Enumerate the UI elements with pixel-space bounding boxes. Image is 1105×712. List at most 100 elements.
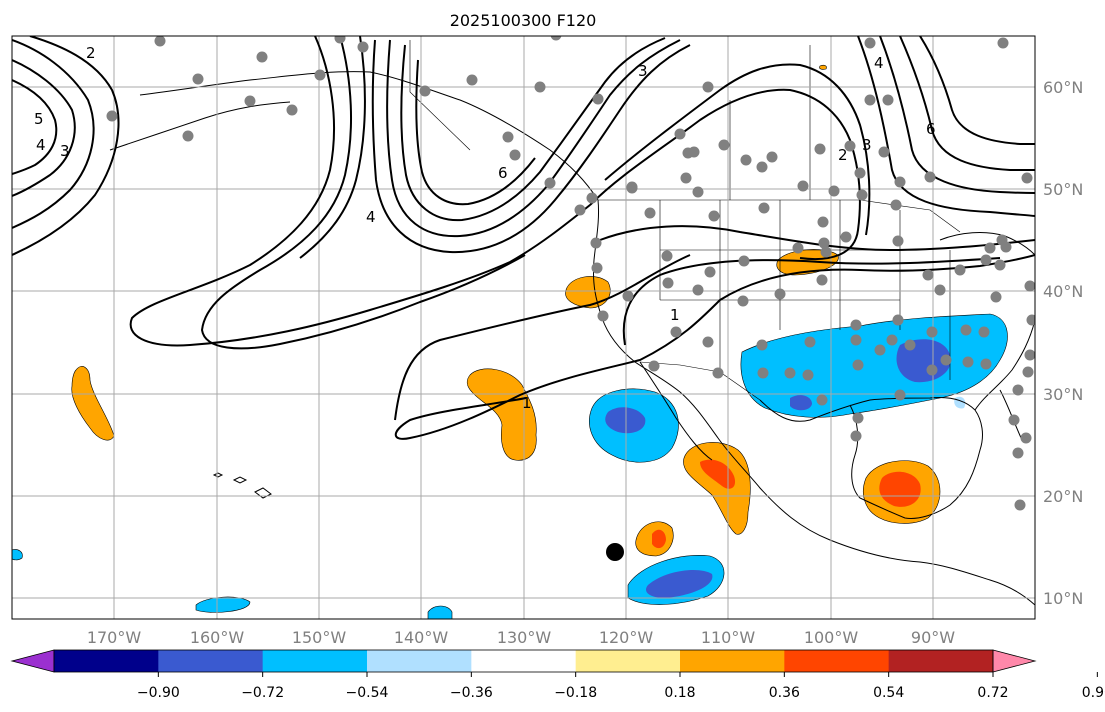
coastline-hawaii-2 [232, 476, 248, 484]
colorbar-tick-label: −0.90 [137, 685, 180, 701]
positive-anomaly-tiny-north [819, 64, 827, 70]
station-marker [878, 146, 890, 158]
political-borders [409, 40, 961, 401]
colorbar-segment [575, 650, 681, 672]
station-marker [874, 344, 886, 356]
station-marker [774, 288, 786, 300]
station-marker [550, 36, 562, 41]
station-marker [784, 367, 796, 379]
shaded-anomalies [12, 64, 1008, 619]
contour-east-trough-3 [899, 36, 1035, 171]
station-marker [1021, 172, 1033, 184]
contour-label-6: 6 [498, 164, 508, 182]
station-marker [1024, 349, 1035, 361]
station-marker [688, 146, 700, 158]
station-marker [704, 266, 716, 278]
station-marker [814, 143, 826, 155]
station-marker [758, 202, 770, 214]
station-marker [816, 274, 828, 286]
contour-alaska-low-2 [386, 39, 681, 238]
station-marker [626, 181, 638, 193]
station-marker [702, 81, 714, 93]
coastline-us-east [974, 319, 1035, 411]
station-marker [574, 204, 586, 216]
contour-label-7: 3 [638, 62, 648, 80]
station-marker [980, 254, 992, 266]
contour-northern-ridge-2 [604, 63, 871, 236]
station-marker [894, 389, 906, 401]
coastline-alaska-peninsula [109, 101, 291, 151]
station-marker [256, 51, 268, 63]
station-marker [597, 310, 609, 322]
coastline-gulf-of-mexico [759, 397, 983, 519]
station-marker [886, 334, 898, 346]
lon-label-90w: 90°W [911, 628, 955, 647]
station-marker [962, 356, 974, 368]
lon-label-130w: 130°W [497, 628, 552, 647]
station-marker [926, 364, 938, 376]
border-alaska-canada [409, 40, 471, 151]
positive-anomaly-gulf-of-california-core [700, 459, 736, 489]
station-marker [802, 369, 814, 381]
colorbar-tick-label: 0.54 [873, 685, 904, 701]
contour-label-12: 1 [522, 394, 532, 412]
station-marker [286, 104, 298, 116]
colorbar: −0.90 −0.72 −0.54 −0.36 −0.18 0.18 0.36 0.54 0.7… [10, 649, 1105, 701]
lat-label-20n: 20°N [1043, 487, 1083, 506]
station-marker [466, 74, 478, 86]
coastline-north-america-west [593, 199, 1035, 606]
station-marker [856, 189, 868, 201]
coastlines [109, 71, 1035, 606]
colorbar-segment [784, 650, 890, 672]
colorbar-segment [471, 650, 577, 672]
station-marker [1024, 280, 1035, 292]
station-marker [1000, 241, 1012, 253]
station-marker [990, 291, 1002, 303]
station-marker [702, 336, 714, 348]
contour-pacific-trough-3 [299, 36, 366, 259]
station-marker [890, 199, 902, 211]
station-marker [940, 354, 952, 366]
station-marker [934, 284, 946, 296]
station-marker [708, 210, 720, 222]
colorbar-segment [680, 650, 785, 672]
colorbar-tick-label: −0.18 [554, 685, 597, 701]
station-marker [644, 207, 656, 219]
station-marker [670, 326, 682, 338]
station-marker [314, 69, 326, 81]
station-marker [926, 326, 938, 338]
station-marker [894, 176, 906, 188]
coastline-alaska [139, 71, 599, 201]
station-marker [864, 37, 876, 49]
colorbar-segment [262, 650, 368, 672]
negative-anomaly-south-edge [427, 605, 453, 619]
station-marker [648, 360, 660, 372]
coastline-baja [639, 361, 713, 461]
contour-label-10: 3 [862, 136, 872, 154]
station-marker [797, 180, 809, 192]
colorbar-tick-label: 0.72 [977, 685, 1008, 701]
lat-label-40n: 40°N [1043, 282, 1083, 301]
contour-label-3: 4 [36, 136, 46, 154]
station-marker [882, 94, 894, 106]
station-marker [828, 185, 840, 197]
station-marker [994, 259, 1006, 271]
contour-west-4 [12, 36, 120, 256]
colorbar-segment [54, 650, 159, 672]
colorbar-extend-max [992, 649, 1037, 673]
border-us-mexico [639, 361, 761, 401]
station-marker [692, 284, 704, 296]
station-marker [904, 339, 916, 351]
station-marker [817, 216, 829, 228]
station-marker [864, 94, 876, 106]
lon-label-110w: 110°W [701, 628, 756, 647]
station-marker [680, 172, 692, 184]
station-marker [816, 394, 828, 406]
contour-label-11: 2 [838, 146, 848, 164]
map-panel: 2 5 4 3 4 6 3 4 6 3 2 1 1 [12, 36, 1035, 619]
station-marker [334, 36, 346, 44]
station-marker [804, 336, 816, 348]
station-marker [106, 110, 118, 122]
station-marker [661, 250, 673, 262]
